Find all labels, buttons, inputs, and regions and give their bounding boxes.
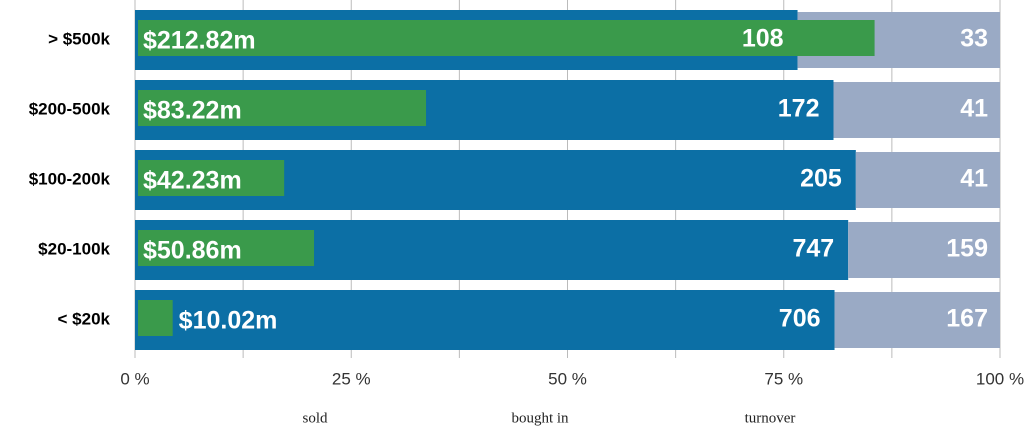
category-label: < $20k	[58, 309, 111, 328]
turnover-label: $83.22m	[143, 97, 242, 125]
x-tick-label: 50 %	[548, 369, 587, 388]
bought-in-label: 159	[946, 235, 988, 263]
bar-turnover	[138, 230, 315, 266]
bought-in-label: 41	[960, 95, 988, 123]
bar-turnover	[138, 160, 285, 196]
bar-bought-in	[855, 152, 1000, 208]
x-tick-label: 75 %	[764, 369, 803, 388]
legend-entry: bought in	[511, 410, 569, 426]
bought-in-label: 41	[960, 165, 988, 193]
bought-in-label: 167	[946, 305, 988, 333]
sold-label: 172	[778, 95, 820, 123]
turnover-label: $42.23m	[143, 167, 242, 195]
turnover-label: $212.82m	[143, 27, 256, 55]
turnover-label: $10.02m	[179, 307, 278, 335]
category-label: $20-100k	[38, 239, 110, 258]
bought-in-label: 33	[960, 25, 988, 53]
legend-entry: turnover	[745, 410, 796, 426]
category-label: $200-500k	[29, 99, 111, 118]
sold-label: 205	[800, 165, 842, 193]
category-label: $100-200k	[29, 169, 111, 188]
bar-bought-in	[834, 292, 1000, 348]
sold-label: 706	[779, 305, 821, 333]
x-tick-label: 0 %	[120, 369, 149, 388]
bar-turnover	[138, 20, 875, 56]
turnover-label: $50.86m	[143, 237, 242, 265]
bar-sold	[135, 290, 835, 350]
category-label: > $500k	[48, 29, 110, 48]
bar-bought-in	[848, 222, 1000, 278]
bar-bought-in	[833, 82, 1000, 138]
legend-entry: sold	[302, 410, 328, 426]
sold-label: 747	[792, 235, 834, 263]
x-tick-label: 25 %	[332, 369, 371, 388]
sold-label: 108	[742, 25, 784, 53]
bar-turnover	[138, 300, 173, 336]
x-tick-label: 100 %	[976, 369, 1024, 388]
bar-turnover	[138, 90, 427, 126]
